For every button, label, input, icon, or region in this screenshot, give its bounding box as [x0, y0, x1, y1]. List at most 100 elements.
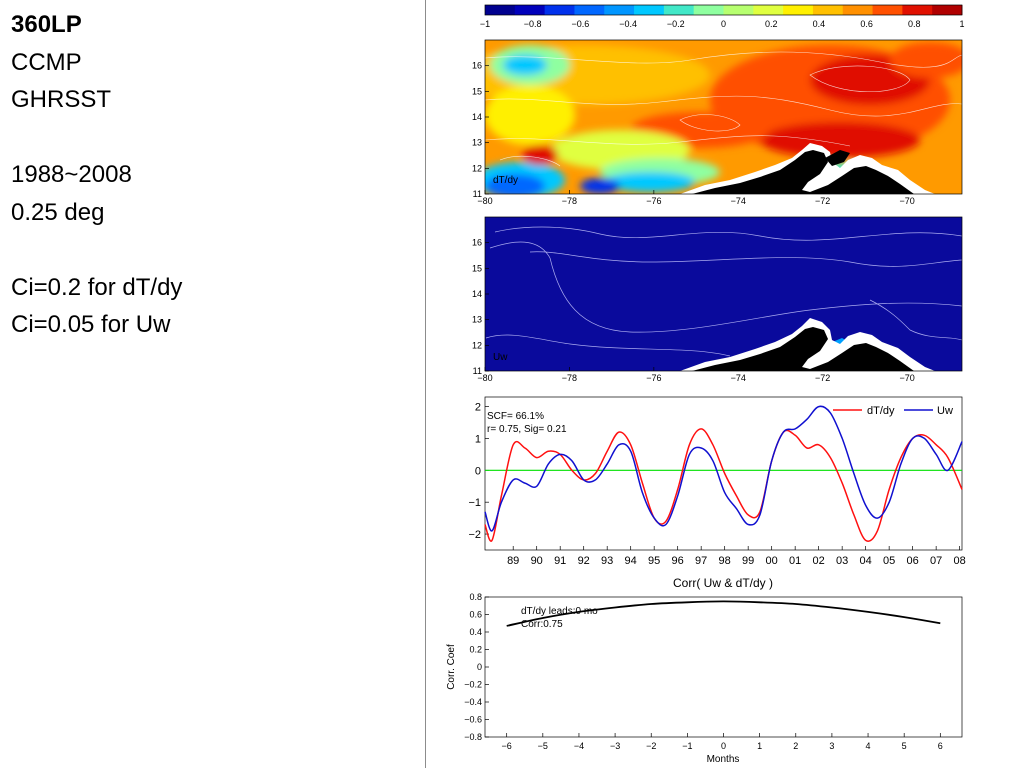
- x-tick-label: 98: [719, 555, 731, 567]
- contour-interval-dTdy: Ci=0.2 for dT/dy: [11, 273, 183, 301]
- colorbar-tick-label: 0.2: [765, 19, 778, 29]
- ts-frame: [484, 396, 963, 551]
- correlation-panel: Corr( Uw & dT/dy ) −6 −5 −4 −3 −2 −1 0 1 2 3 4 5 6 0.…: [446, 576, 963, 765]
- x-tick-label: 05: [883, 555, 895, 567]
- x-tick-label: −4: [574, 741, 584, 751]
- colorbar-cell: [514, 5, 546, 15]
- y-tick-label: 0.8: [469, 592, 482, 602]
- map1-axis-ticks: −80 −78 −76 −74 −72 −70 11 12 13 14 15 16: [472, 61, 915, 206]
- y-tick-label: −0.6: [464, 715, 482, 725]
- x-tick-label: 96: [672, 555, 684, 567]
- y-tick-label: 0: [475, 465, 481, 477]
- x-tick-label: −78: [562, 196, 577, 206]
- x-tick-label: 1: [757, 741, 762, 751]
- map-Uw: Uw −80 −78 −76 −74 −72 −70 11 12 13 14 15 16: [472, 216, 963, 383]
- x-tick-label: −70: [899, 196, 914, 206]
- colorbar-cell: [753, 5, 784, 15]
- x-tick-label: 93: [601, 555, 613, 567]
- panel-title: 360LP: [11, 11, 82, 38]
- divider: [425, 0, 426, 768]
- dataset-wind: CCMP: [11, 48, 82, 76]
- y-tick-label: 14: [472, 289, 482, 299]
- x-tick-label: 89: [507, 555, 519, 567]
- colorbar-frame: [484, 4, 963, 16]
- corr-annotation: Corr:0.75: [521, 619, 563, 630]
- x-tick-label: −74: [731, 196, 746, 206]
- series-line-Uw: [484, 405, 963, 532]
- colorbar-cell: [872, 5, 903, 15]
- y-tick-label: 1: [475, 433, 481, 445]
- colorbar-cells: [485, 5, 963, 15]
- x-tick-label: −74: [731, 373, 746, 383]
- x-tick-label: 97: [695, 555, 707, 567]
- colorbar-tick-label: 0.8: [908, 19, 921, 29]
- x-tick-label: −6: [502, 741, 512, 751]
- y-tick-label: 14: [472, 112, 482, 122]
- map1-label: dT/dy: [493, 175, 518, 186]
- x-tick-label: 01: [789, 555, 801, 567]
- y-tick-label: 0: [477, 662, 482, 672]
- legend-label-dTdy: dT/dy: [867, 405, 895, 417]
- dTdy-contours: [485, 51, 962, 167]
- y-tick-label: −2: [468, 529, 481, 541]
- r-sig-annotation: r= 0.75, Sig= 0.21: [487, 424, 567, 435]
- x-tick-label: 3: [829, 741, 834, 751]
- colorbar-cell: [842, 5, 873, 15]
- dTdy-peninsula: [825, 150, 850, 166]
- x-tick-label: 00: [766, 555, 778, 567]
- contour-interval-uw: Ci=0.05 for Uw: [11, 311, 171, 338]
- colorbar-tick-label: −0.4: [619, 19, 637, 29]
- corr-xlabel: Months: [707, 754, 740, 765]
- dataset-sst: GHRSST: [11, 86, 112, 113]
- colorbar-cell: [574, 5, 605, 15]
- y-tick-label: 0.2: [469, 645, 482, 655]
- x-tick-label: 2: [793, 741, 798, 751]
- x-tick-label: 0: [721, 741, 726, 751]
- y-tick-label: 0.4: [469, 627, 482, 637]
- colorbar-cell: [634, 5, 665, 15]
- x-tick-label: 08: [954, 555, 966, 567]
- colorbar-cell: [902, 5, 933, 15]
- y-tick-label: 16: [472, 61, 482, 71]
- colorbar-tick-label: −0.6: [572, 19, 590, 29]
- figure: −1 −0.8 −0.6 −0.4 −0.2 0 0.2 0.4 0.6 0.8 1: [446, 4, 966, 765]
- colorbar-cell: [783, 5, 814, 15]
- x-tick-label: 02: [813, 555, 825, 567]
- colorbar-cell: [544, 5, 575, 15]
- x-tick-label: 04: [860, 555, 872, 567]
- colorbar-cell: [932, 5, 963, 15]
- uw-land: [692, 327, 914, 371]
- x-tick-label: 07: [930, 555, 942, 567]
- map2-label: Uw: [493, 352, 508, 363]
- x-tick-label: 6: [938, 741, 943, 751]
- x-tick-label: 5: [902, 741, 907, 751]
- y-tick-label: 13: [472, 315, 482, 325]
- colorbar-tick-label: −0.2: [667, 19, 685, 29]
- y-tick-label: 15: [472, 86, 482, 96]
- timeseries-panel: 89 90 91 92 93 94 95 96 97 98 99 00 01 02 03 04 05 06 07 08…: [468, 396, 966, 567]
- map-dTdy: dT/dy −80 −78 −76 −74 −72 −70 11 12 13 14 15 16: [472, 39, 963, 206]
- lead-annotation: dT/dy leads:0 mo: [521, 606, 598, 617]
- colorbar-tick-label: 1: [959, 19, 964, 29]
- corr-frame: [484, 596, 963, 738]
- left-panel: 360LP CCMP GHRSST 1988~2008 0.25 deg Ci=…: [11, 6, 182, 344]
- x-tick-label: −76: [646, 196, 661, 206]
- dTdy-land: [692, 150, 914, 194]
- y-tick-label: −0.8: [464, 732, 482, 742]
- y-tick-label: 15: [472, 263, 482, 273]
- y-tick-label: 0.6: [469, 610, 482, 620]
- colorbar-tick-label: −1: [480, 19, 490, 29]
- x-tick-label: 99: [742, 555, 754, 567]
- y-tick-label: 11: [473, 189, 482, 199]
- x-tick-label: −80: [477, 196, 492, 206]
- uw-contours: [485, 226, 962, 357]
- colorbar-tick-label: 0: [721, 19, 726, 29]
- ts-axis-ticks: 89 90 91 92 93 94 95 96 97 98 99 00 01 02 03 04 05 06 07 08…: [468, 402, 965, 567]
- x-tick-label: 94: [625, 555, 637, 567]
- corr-title: Corr( Uw & dT/dy ): [673, 576, 773, 590]
- colorbar-ticks: −1 −0.8 −0.6 −0.4 −0.2 0 0.2 0.4 0.6 0.8 1: [480, 19, 965, 29]
- corr-curve: [506, 600, 941, 627]
- x-tick-label: 4: [866, 741, 871, 751]
- y-tick-label: −0.4: [464, 697, 482, 707]
- colorbar-cell: [812, 5, 844, 15]
